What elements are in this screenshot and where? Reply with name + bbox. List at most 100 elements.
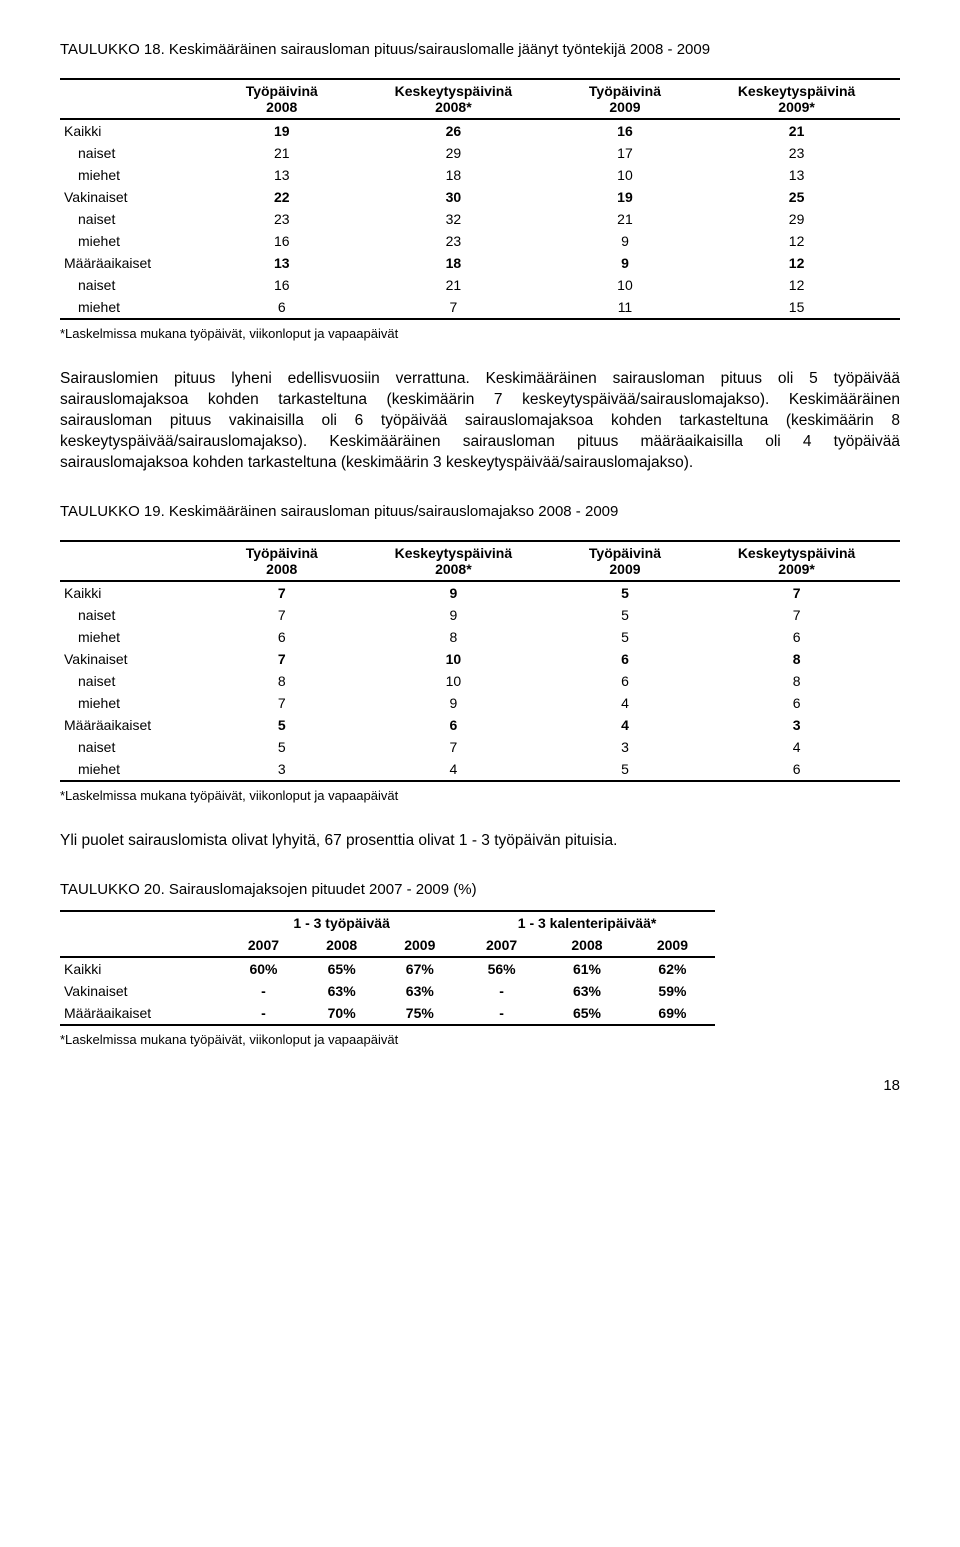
cell: 7: [214, 692, 350, 714]
cell: 13: [214, 252, 350, 274]
row-label: miehet: [60, 758, 214, 781]
cell: 23: [214, 208, 350, 230]
t20-yh-6: 2009: [630, 934, 716, 957]
table-row: Kaikki19261621: [60, 119, 900, 142]
cell: -: [224, 980, 302, 1002]
table-row: Määräaikaiset-70%75%-65%69%: [60, 1002, 715, 1025]
t20-yh-4: 2007: [459, 934, 544, 957]
cell: 6: [693, 758, 900, 781]
t18-h-c2: Keskeytyspäivinä2008*: [350, 79, 557, 119]
row-label: miehet: [60, 296, 214, 319]
cell: 67%: [381, 957, 459, 980]
table-row: naiset7957: [60, 604, 900, 626]
cell: 7: [693, 581, 900, 604]
cell: 8: [350, 626, 557, 648]
row-label: Määräaikaiset: [60, 1002, 224, 1025]
cell: 4: [693, 736, 900, 758]
table-row: Vakinaiset22301925: [60, 186, 900, 208]
cell: 9: [557, 230, 693, 252]
table-row: naiset81068: [60, 670, 900, 692]
cell: 32: [350, 208, 557, 230]
paragraph-1: Sairauslomien pituus lyheni edellisvuosi…: [60, 369, 900, 474]
cell: 22: [214, 186, 350, 208]
cell: 4: [557, 714, 693, 736]
cell: 16: [214, 274, 350, 296]
cell: 6: [693, 626, 900, 648]
cell: 9: [350, 581, 557, 604]
cell: 62%: [630, 957, 716, 980]
cell: 61%: [544, 957, 629, 980]
table20-caption: TAULUKKO 20. Sairauslomajaksojen pituude…: [60, 880, 900, 900]
cell: 11: [557, 296, 693, 319]
cell: 8: [693, 648, 900, 670]
cell: 69%: [630, 1002, 716, 1025]
cell: 21: [693, 119, 900, 142]
row-label: miehet: [60, 626, 214, 648]
cell: 9: [350, 604, 557, 626]
row-label: naiset: [60, 142, 214, 164]
t20-yh-5: 2008: [544, 934, 629, 957]
cell: 29: [350, 142, 557, 164]
table-row: naiset21291723: [60, 142, 900, 164]
t20-sh-1: 1 - 3 työpäivää: [224, 911, 459, 934]
cell: 5: [557, 581, 693, 604]
cell: 75%: [381, 1002, 459, 1025]
table19-body: Kaikki7957naiset7957miehet6856Vakinaiset…: [60, 581, 900, 781]
cell: 56%: [459, 957, 544, 980]
cell: 13: [214, 164, 350, 186]
table19-header-row: Työpäivinä2008 Keskeytyspäivinä2008* Työ…: [60, 541, 900, 581]
cell: 7: [693, 604, 900, 626]
cell: 25: [693, 186, 900, 208]
cell: 5: [214, 736, 350, 758]
row-label: naiset: [60, 208, 214, 230]
row-label: miehet: [60, 230, 214, 252]
cell: 6: [693, 692, 900, 714]
cell: 70%: [303, 1002, 381, 1025]
cell: 6: [557, 670, 693, 692]
cell: 26: [350, 119, 557, 142]
table20-body: Kaikki60%65%67%56%61%62%Vakinaiset-63%63…: [60, 957, 715, 1025]
cell: 3: [693, 714, 900, 736]
cell: 10: [350, 648, 557, 670]
t19-h-c2: Keskeytyspäivinä2008*: [350, 541, 557, 581]
table-row: miehet671115: [60, 296, 900, 319]
table19-caption: TAULUKKO 19. Keskimääräinen sairausloman…: [60, 502, 900, 522]
table18-footnote: *Laskelmissa mukana työpäivät, viikonlop…: [60, 326, 900, 341]
cell: 63%: [381, 980, 459, 1002]
cell: 19: [214, 119, 350, 142]
cell: 9: [350, 692, 557, 714]
t20-sh-2: 1 - 3 kalenteripäivää*: [459, 911, 715, 934]
page-number: 18: [60, 1077, 900, 1094]
cell: 7: [214, 648, 350, 670]
cell: 5: [557, 758, 693, 781]
cell: 12: [693, 274, 900, 296]
row-label: Kaikki: [60, 581, 214, 604]
table-row: miehet3456: [60, 758, 900, 781]
table18-header-row: Työpäivinä2008 Keskeytyspäivinä2008* Työ…: [60, 79, 900, 119]
cell: 7: [214, 604, 350, 626]
row-label: naiset: [60, 670, 214, 692]
cell: 7: [350, 736, 557, 758]
cell: 65%: [303, 957, 381, 980]
table20-year-header: 2007 2008 2009 2007 2008 2009: [60, 934, 715, 957]
t20-yh-blank: [60, 934, 224, 957]
paragraph-2: Yli puolet sairauslomista olivat lyhyitä…: [60, 831, 900, 852]
row-label: Kaikki: [60, 119, 214, 142]
cell: 65%: [544, 1002, 629, 1025]
table-row: Vakinaiset-63%63%-63%59%: [60, 980, 715, 1002]
cell: -: [459, 980, 544, 1002]
row-label: Määräaikaiset: [60, 252, 214, 274]
cell: 17: [557, 142, 693, 164]
t20-yh-1: 2007: [224, 934, 302, 957]
cell: 60%: [224, 957, 302, 980]
cell: 21: [350, 274, 557, 296]
cell: 8: [214, 670, 350, 692]
cell: 6: [214, 296, 350, 319]
t20-sh-blank: [60, 911, 224, 934]
t19-h-c3: Työpäivinä2009: [557, 541, 693, 581]
cell: 23: [350, 230, 557, 252]
cell: -: [224, 1002, 302, 1025]
t19-h-c1: Työpäivinä2008: [214, 541, 350, 581]
table18: Työpäivinä2008 Keskeytyspäivinä2008* Työ…: [60, 78, 900, 320]
cell: 6: [557, 648, 693, 670]
